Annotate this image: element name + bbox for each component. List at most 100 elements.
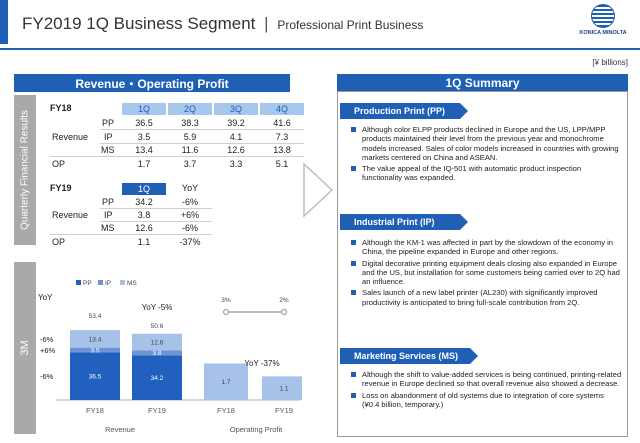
fy18-seg-ip: IP <box>104 132 113 142</box>
revenue-yoy-label: YoY -5% <box>142 303 173 312</box>
revenue-op-chart: PP IP MS YoY 36.5 3.5 13.4 53.4 -6% +6% -6% FY18 34.… <box>38 280 302 434</box>
legend-swatch-ip <box>98 280 103 285</box>
page-title: FY2019 1Q Business Segment | Professiona… <box>22 14 423 34</box>
right-arrow-icon <box>303 162 334 218</box>
fy18-row-divider <box>50 156 304 157</box>
revenue-tick-label: FY19 <box>148 406 166 415</box>
fy19-ms-yoy: -6% <box>181 223 198 233</box>
fy19-op-yoy: -37% <box>179 237 201 247</box>
op-tick-label: FY19 <box>275 406 293 415</box>
summary-ms-heading: Marketing Services (MS) <box>340 348 478 364</box>
fy18-quarter-1q: 1Q <box>122 103 166 115</box>
fy19-yoy-header: YoY <box>181 183 199 193</box>
fy18-ip-2q: 5.9 <box>183 132 197 142</box>
fy18-pp-2q: 38.3 <box>181 118 199 128</box>
revenue-tick-label: FY18 <box>86 406 104 415</box>
revenue-data-label-ip: 3.8 <box>152 350 161 357</box>
op-bar <box>262 376 302 400</box>
fy19-ms-value: 12.6 <box>135 223 153 233</box>
legend-label-pp: PP <box>83 280 92 287</box>
op-tick-label: FY18 <box>217 406 235 415</box>
legend-label-ms: MS <box>127 280 137 287</box>
fy18-ms-3q: 12.6 <box>227 145 245 155</box>
summary-ms-heading-text: Marketing Services (MS) <box>354 351 459 361</box>
revenue-total-label: 53.4 <box>89 313 102 320</box>
list-item: The value appeal of the IQ-501 with auto… <box>350 164 622 183</box>
fy19-quarter-1q: 1Q <box>122 183 166 195</box>
revenue-op-panel-header: Revenue・Operating Profit <box>14 74 290 92</box>
op-yoy-label: YoY -37% <box>244 359 279 368</box>
segment-yoy-ip: +6% <box>40 346 56 355</box>
fy19-label: FY19 <box>50 183 72 193</box>
fy18-ms-1q: 13.4 <box>135 145 153 155</box>
fy18-quarter-4q: 4Q <box>260 103 304 115</box>
fy19-op-label: OP <box>52 237 66 247</box>
fy18-row-divider <box>100 143 304 144</box>
op-margin-point <box>280 308 288 316</box>
fy18-seg-ms: MS <box>101 145 115 155</box>
summary-ip-bullets: Although the KM-1 was affected in part b… <box>350 238 622 309</box>
fy18-ip-4q: 7.3 <box>275 132 289 142</box>
legend-swatch-ms <box>120 280 125 285</box>
summary-panel-header: 1Q Summary <box>337 74 628 92</box>
revenue-bar-pp <box>70 352 120 400</box>
list-item: Loss on abandonment of old systems due t… <box>350 391 622 410</box>
page-subtitle: Professional Print Business <box>277 18 424 32</box>
summary-box <box>337 91 628 437</box>
revenue-data-label-ms: 13.4 <box>89 336 102 343</box>
fy18-seg-pp: PP <box>102 118 115 128</box>
company-logo: KONICA MINOLTA <box>572 4 634 36</box>
fy19-pp-value: 34.2 <box>135 197 153 207</box>
legend-label-ip: IP <box>105 280 111 287</box>
summary-ip-heading-text: Industrial Print (IP) <box>354 217 435 227</box>
fy18-op-label: OP <box>52 159 66 169</box>
page-title-main: FY2019 1Q Business Segment <box>22 14 256 33</box>
fy18-pp-1q: 36.5 <box>135 118 153 128</box>
list-item: Although the KM-1 was affected in part b… <box>350 238 622 257</box>
summary-panel-title: 1Q Summary <box>445 76 520 90</box>
unit-label: [¥ billions] <box>592 58 628 67</box>
fy19-op-value: 1.1 <box>137 237 151 247</box>
fy18-quarter-2q: 2Q <box>168 103 212 115</box>
op-data-label: 1.1 <box>279 386 288 393</box>
op-data-label: 1.7 <box>221 379 230 386</box>
fy19-ip-yoy: +6% <box>180 210 200 220</box>
list-item: Although the shift to value-added servic… <box>350 370 622 389</box>
fy19-seg-pp: PP <box>102 197 115 207</box>
fy19-seg-ip: IP <box>104 210 113 220</box>
summary-ms-bullets: Although the shift to value-added servic… <box>350 370 622 411</box>
fy18-ip-1q: 3.5 <box>137 132 151 142</box>
fy19-revenue-label: Revenue <box>52 210 89 220</box>
fy18-ms-2q: 11.6 <box>181 145 199 155</box>
op-margin-label: 2% <box>279 297 289 304</box>
legend-swatch-pp <box>76 280 81 285</box>
op-bar <box>204 363 248 400</box>
title-accent-bar <box>0 0 8 44</box>
revenue-bar-pp <box>132 355 182 400</box>
fy18-ip-3q: 4.1 <box>229 132 243 142</box>
three-month-side-label: 3M <box>19 340 31 356</box>
fy18-row-divider <box>100 129 304 130</box>
title-separator: | <box>264 14 269 33</box>
globe-logo-icon <box>591 4 615 28</box>
fy18-label: FY18 <box>50 103 72 113</box>
revenue-bar-ip <box>132 350 182 356</box>
header-divider <box>0 48 640 50</box>
fy18-op-1q: 1.7 <box>137 159 151 169</box>
segment-yoy-pp: -6% <box>40 372 54 381</box>
fy19-row-divider <box>100 221 212 222</box>
revenue-op-panel-title: Revenue・Operating Profit <box>75 76 229 91</box>
fy19-seg-ms: MS <box>101 223 115 233</box>
segment-yoy-header: YoY <box>38 293 53 302</box>
fy19-row-divider <box>50 234 212 235</box>
summary-pp-bullets: Although color ELPP products declined in… <box>350 125 622 185</box>
summary-pp-heading-text: Production Print (PP) <box>354 106 445 116</box>
revenue-total-label: 50.6 <box>151 323 164 330</box>
fy18-pp-3q: 39.2 <box>227 118 245 128</box>
revenue-data-label-pp: 36.5 <box>89 374 102 381</box>
fy18-op-4q: 5.1 <box>275 159 289 169</box>
list-item: Sales launch of a new label printer (AL2… <box>350 288 622 307</box>
three-month-side-band: 3M <box>14 262 36 434</box>
quarterly-results-side-label: Quarterly Financial Results <box>19 109 31 231</box>
fy19-ip-value: 3.8 <box>137 210 151 220</box>
